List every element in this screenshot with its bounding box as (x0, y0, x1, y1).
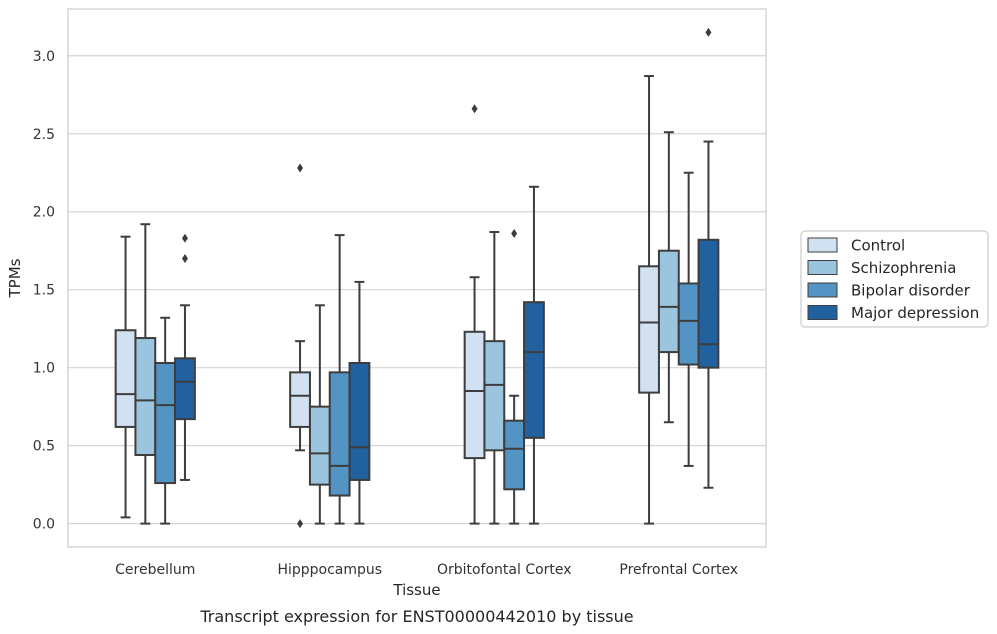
box-body (328, 371, 351, 497)
box-body (348, 361, 371, 481)
box-schizophrenia (134, 223, 157, 525)
legend-entry: Major depression (851, 304, 979, 322)
legend-entry: Control (851, 237, 905, 255)
box-body (638, 265, 660, 394)
legend-entry: Schizophrenia (851, 259, 956, 277)
outlier-point (511, 229, 518, 239)
box-control (289, 163, 311, 529)
y-tick-label: 1.5 (33, 283, 55, 299)
plot-frame (67, 8, 767, 548)
outlier-point (297, 163, 304, 173)
box-bipolar-disorder (677, 171, 700, 467)
y-tick-label: 3.0 (33, 49, 55, 65)
x-tick-label: Prefrontal Cortex (619, 562, 738, 578)
legend-swatch (807, 305, 838, 320)
x-tick-label: Orbitofontal Cortex (437, 562, 572, 578)
outlier-point (181, 254, 188, 264)
x-tick-label: Hipppocampus (277, 562, 382, 578)
x-axis-label: Tissue (392, 581, 440, 599)
x-tick-label: Cerebellum (115, 562, 195, 578)
y-axis-label: TPMs (6, 258, 24, 298)
legend-swatch (807, 260, 838, 275)
box-schizophrenia (483, 230, 506, 525)
box-body (463, 330, 486, 460)
y-tick-label: 1.0 (33, 361, 55, 377)
box-major-depression (348, 280, 371, 525)
box-bipolar-disorder (154, 316, 177, 525)
box-major-depression (174, 233, 196, 481)
x-axis-ticks: Cerebellum Hipppocampus Orbitofontal Corte… (115, 562, 738, 578)
box-body (697, 238, 720, 369)
outlier-point (297, 519, 304, 529)
box-bipolar-disorder (503, 229, 526, 525)
legend: Control Schizophrenia Bipolar disorder Majo… (800, 230, 989, 328)
legend-frame (800, 230, 989, 328)
box-body (154, 361, 177, 485)
legend-swatch (807, 237, 838, 253)
plot-area (114, 27, 720, 529)
y-tick-label: 2.5 (33, 127, 55, 143)
outlier-point (705, 27, 712, 37)
box-body (308, 405, 331, 486)
box-body (114, 329, 137, 428)
chart-caption: Transcript expression for ENST0000044201… (199, 607, 633, 626)
box-schizophrenia (657, 131, 680, 424)
box-body (134, 337, 157, 456)
box-schizophrenia (308, 304, 331, 525)
y-tick-label: 0.0 (33, 517, 55, 533)
box-bipolar-disorder (328, 234, 351, 525)
box-body (483, 340, 506, 452)
outlier-point (181, 233, 188, 243)
legend-entry: Bipolar disorder (851, 282, 971, 300)
box-body (657, 249, 680, 354)
box-body (503, 419, 526, 491)
box-control (114, 235, 137, 519)
outlier-point (471, 104, 478, 114)
box-body (174, 357, 196, 421)
box-body (523, 301, 545, 439)
y-tick-label: 2.0 (33, 205, 55, 221)
y-axis-ticks: 0.0 0.5 1.0 1.5 2.0 2.5 3.0 (33, 49, 55, 533)
legend-swatch (807, 282, 838, 298)
box-body (289, 371, 311, 428)
box-control (638, 75, 660, 525)
box-control (463, 104, 486, 525)
box-major-depression (523, 185, 545, 525)
y-tick-label: 0.5 (33, 439, 55, 455)
box-body (677, 282, 700, 366)
box-major-depression (697, 27, 720, 489)
